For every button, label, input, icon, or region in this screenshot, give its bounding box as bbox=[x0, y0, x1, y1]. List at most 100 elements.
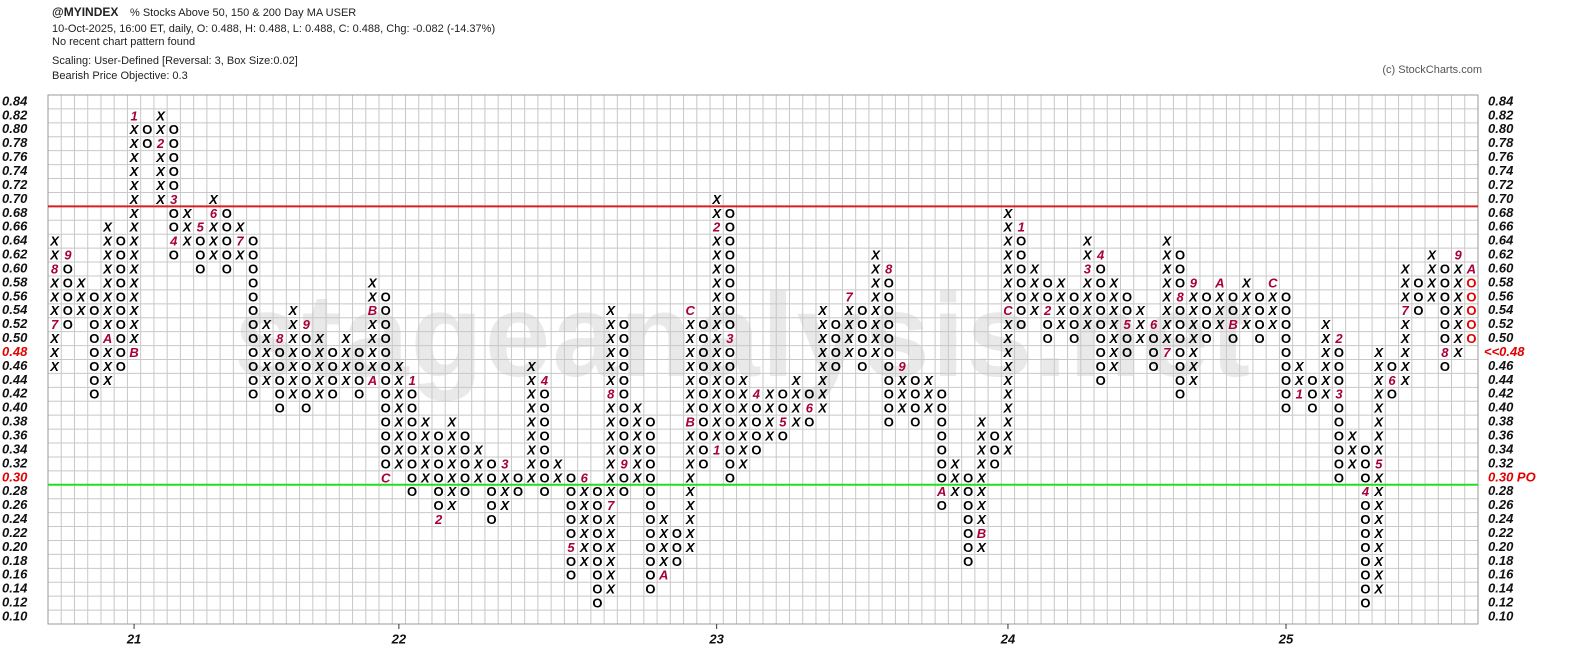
o-box: O bbox=[1016, 289, 1026, 304]
o-box: O bbox=[698, 345, 708, 360]
y-tick-label: 0.40 bbox=[2, 400, 28, 415]
y-tick-label: 0.70 bbox=[2, 191, 28, 206]
y-tick-label: 0.18 bbox=[2, 553, 28, 568]
month-marker: 7 bbox=[1402, 303, 1410, 318]
x-box: X bbox=[685, 540, 696, 555]
o-box: O bbox=[63, 303, 73, 318]
x-box: X bbox=[182, 220, 193, 235]
scaling: Scaling: User-Defined [Reversal: 3, Box … bbox=[52, 55, 298, 67]
x-box: X bbox=[605, 568, 616, 583]
x-box: X bbox=[579, 498, 590, 513]
pf-column: XXX bbox=[76, 275, 87, 318]
y-tick-label: 0.22 bbox=[2, 525, 28, 540]
month-marker: 7 bbox=[236, 234, 244, 249]
x-box: X bbox=[711, 192, 722, 207]
o-box: O bbox=[407, 387, 417, 402]
x-box: X bbox=[102, 359, 113, 374]
o-box: O bbox=[275, 359, 285, 374]
x-box: X bbox=[658, 526, 669, 541]
y-tick-label: 0.62 bbox=[2, 247, 28, 262]
x-box: X bbox=[1003, 331, 1014, 346]
x-box: X bbox=[1109, 359, 1120, 374]
x-box: X bbox=[261, 331, 272, 346]
x-box: X bbox=[129, 220, 140, 235]
o-box: O bbox=[169, 206, 179, 221]
x-box: X bbox=[1162, 289, 1173, 304]
month-marker: 6 bbox=[210, 206, 218, 221]
x-box: X bbox=[791, 401, 802, 416]
x-box: X bbox=[870, 331, 881, 346]
o-box: O bbox=[857, 331, 867, 346]
o-box: O bbox=[1334, 456, 1344, 471]
o-box: O bbox=[1360, 526, 1370, 541]
x-box: X bbox=[1267, 303, 1278, 318]
o-box: O bbox=[592, 498, 602, 513]
y-tick-label-right: 0.80 bbox=[1488, 121, 1514, 136]
x-box: X bbox=[632, 442, 643, 457]
x-box: X bbox=[711, 345, 722, 360]
x-box: X bbox=[102, 234, 113, 249]
x-box: X bbox=[1320, 387, 1331, 402]
o-box: O bbox=[698, 415, 708, 430]
o-box: O bbox=[89, 317, 99, 332]
o-box: O bbox=[698, 456, 708, 471]
y-tick-label-right: 0.52 bbox=[1488, 316, 1514, 331]
o-box: O bbox=[63, 261, 73, 276]
y-tick-label-right: 0.64 bbox=[1488, 233, 1514, 248]
x-box: X bbox=[1453, 289, 1464, 304]
o-box: O bbox=[381, 317, 391, 332]
o-box: O bbox=[963, 484, 973, 499]
o-box: O bbox=[1096, 289, 1106, 304]
x-box: X bbox=[1162, 275, 1173, 290]
o-box: O bbox=[222, 220, 232, 235]
x-box: X bbox=[738, 401, 749, 416]
x-box: X bbox=[685, 331, 696, 346]
o-box: O bbox=[1202, 303, 1212, 318]
o-box: O bbox=[592, 582, 602, 597]
o-box: O bbox=[1307, 387, 1317, 402]
o-box: O bbox=[645, 484, 655, 499]
month-marker: 8 bbox=[51, 261, 59, 276]
month-marker: 8 bbox=[1441, 345, 1449, 360]
y-tick-label: 0.66 bbox=[2, 219, 28, 234]
x-box: X bbox=[129, 317, 140, 332]
y-tick-label-right: 0.28 bbox=[1488, 483, 1514, 498]
x-box: X bbox=[314, 373, 325, 388]
x-box: X bbox=[394, 442, 405, 457]
x-box: X bbox=[870, 275, 881, 290]
x-box: X bbox=[129, 164, 140, 179]
o-box: O bbox=[1016, 234, 1026, 249]
o-box: O bbox=[301, 359, 311, 374]
x-box: X bbox=[605, 345, 616, 360]
o-box: O bbox=[1387, 359, 1397, 374]
o-box: O bbox=[698, 429, 708, 444]
o-box: O bbox=[407, 484, 417, 499]
o-box: O bbox=[645, 582, 655, 597]
x-box: X bbox=[499, 470, 510, 485]
x-box: X bbox=[129, 275, 140, 290]
o-box: O bbox=[1466, 289, 1476, 304]
o-box: O bbox=[1334, 401, 1344, 416]
x-box: X bbox=[1373, 345, 1384, 360]
plot-frame bbox=[47, 94, 1479, 625]
o-box: O bbox=[1175, 317, 1185, 332]
pf-column: O6O bbox=[1387, 359, 1397, 402]
x-box: X bbox=[394, 359, 405, 374]
o-box: O bbox=[195, 248, 205, 263]
month-marker: 9 bbox=[898, 359, 906, 374]
x-box: X bbox=[1373, 540, 1384, 555]
o-box: O bbox=[407, 429, 417, 444]
x-box: X bbox=[1373, 554, 1384, 569]
